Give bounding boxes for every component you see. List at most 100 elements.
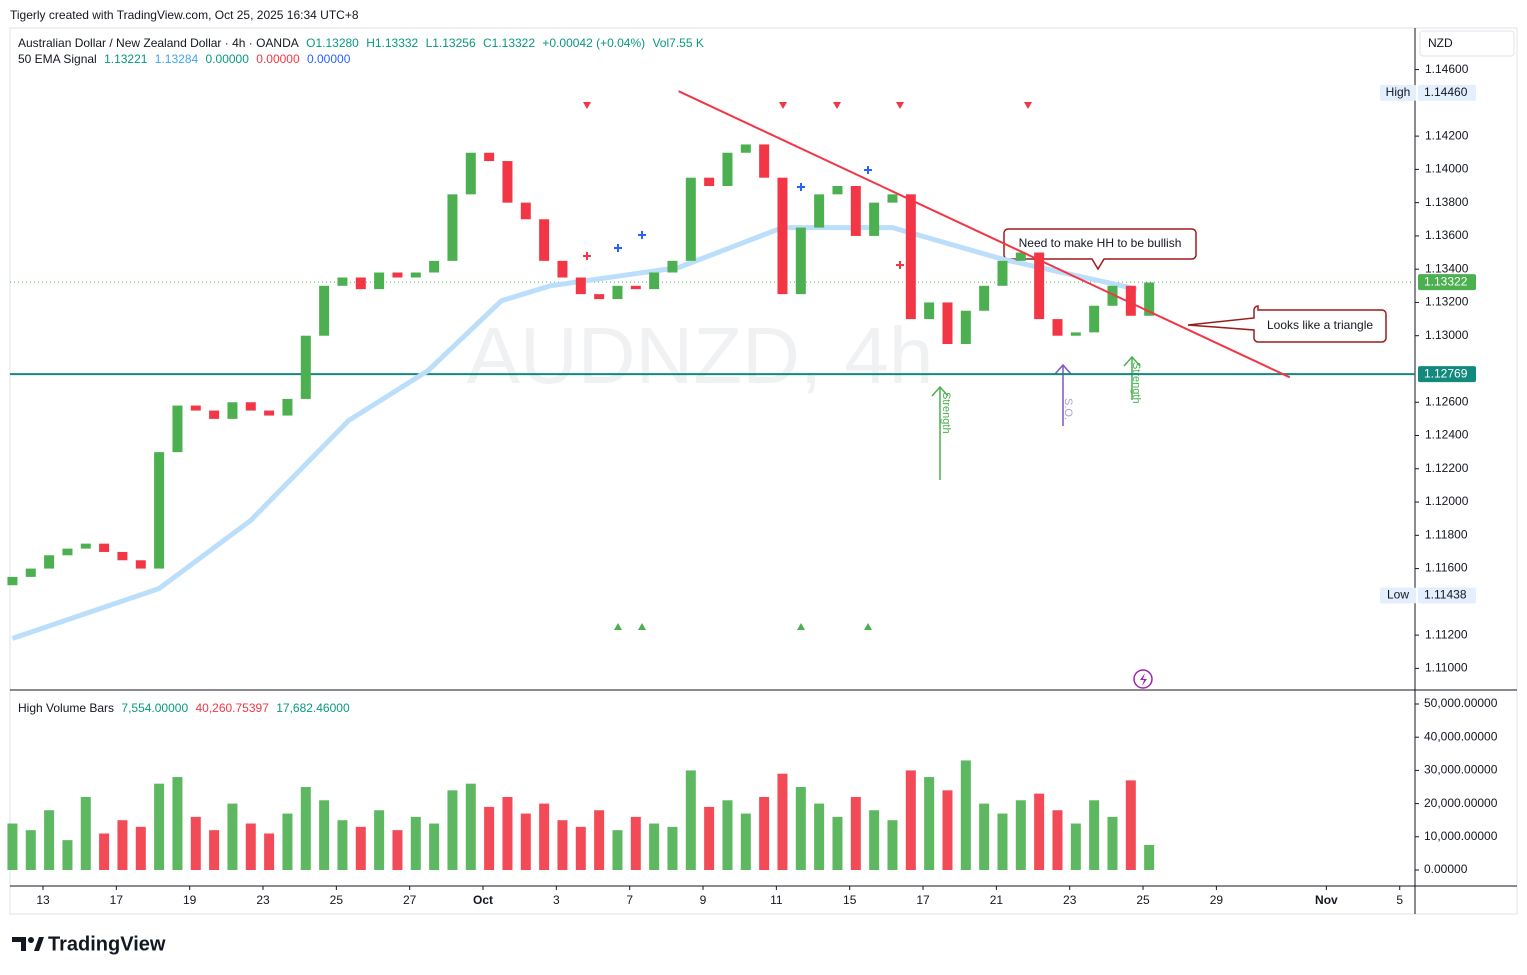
volume-bar bbox=[1089, 800, 1100, 871]
volume-bar bbox=[795, 787, 806, 871]
volume-bar bbox=[392, 830, 403, 871]
volume-bar bbox=[1015, 800, 1026, 871]
volume-value: 40,260.75397 bbox=[195, 701, 269, 715]
candle bbox=[960, 310, 971, 345]
candle-body bbox=[557, 260, 568, 278]
x-tick-label: 17 bbox=[110, 893, 124, 907]
y-tick-label: 1.13200 bbox=[1425, 295, 1469, 309]
volume-bar bbox=[942, 790, 953, 871]
y-tick-label: 40,000.00000 bbox=[1424, 729, 1498, 743]
candle-body bbox=[429, 260, 440, 273]
candle-body bbox=[1052, 319, 1063, 336]
candle-body bbox=[520, 202, 531, 220]
candle-body bbox=[355, 277, 366, 290]
x-tick-label: 23 bbox=[256, 893, 270, 907]
candle-body bbox=[44, 555, 55, 569]
candle-body bbox=[942, 302, 953, 345]
volume-bar bbox=[245, 823, 256, 871]
last-price-box bbox=[1418, 274, 1476, 291]
candle-body bbox=[1015, 252, 1026, 261]
x-tick-label: 19 bbox=[183, 893, 197, 907]
volume-bar bbox=[722, 800, 733, 871]
candle bbox=[245, 402, 256, 411]
so-arrow bbox=[1054, 363, 1072, 426]
y-tick-label: 50,000.00000 bbox=[1424, 696, 1498, 710]
annotation: Strength bbox=[1130, 362, 1142, 404]
level-label: 1.12769 bbox=[1424, 366, 1468, 380]
candle-body bbox=[337, 277, 348, 286]
candle bbox=[337, 277, 348, 286]
candle bbox=[520, 202, 531, 220]
currency-box[interactable] bbox=[1419, 30, 1515, 57]
indicator-value: 1.13221 bbox=[104, 52, 148, 66]
candle-body bbox=[502, 161, 513, 203]
candle bbox=[630, 285, 641, 290]
volume-bar bbox=[667, 826, 678, 871]
x-tick-label: 21 bbox=[990, 893, 1004, 907]
y-tick-label: 1.11000 bbox=[1425, 661, 1468, 675]
volume-bar bbox=[960, 760, 971, 871]
volume-bar bbox=[612, 830, 623, 871]
x-tick-label: 29 bbox=[1210, 893, 1224, 907]
last-price-label: 1.13322 bbox=[1424, 274, 1468, 288]
candle bbox=[7, 576, 18, 586]
candle bbox=[942, 302, 953, 345]
volume-bar bbox=[99, 833, 110, 871]
volume-bar bbox=[374, 810, 385, 871]
y-tick-label: 1.14000 bbox=[1425, 162, 1469, 176]
candle bbox=[429, 260, 440, 273]
y-tick-label: 20,000.00000 bbox=[1424, 796, 1498, 810]
candle-body bbox=[1144, 282, 1155, 316]
volume-bar bbox=[1070, 823, 1081, 871]
candle bbox=[80, 543, 91, 549]
volume-bar bbox=[1107, 816, 1118, 871]
low-name: Low bbox=[1387, 588, 1409, 602]
y-tick-label: 1.14600 bbox=[1425, 62, 1469, 76]
x-tick-label: 25 bbox=[330, 893, 344, 907]
candle bbox=[667, 260, 678, 273]
y-tick-label: 0.00000 bbox=[1424, 862, 1468, 876]
volume-bar bbox=[1125, 780, 1136, 871]
volume-bar bbox=[814, 803, 825, 871]
volume-bar bbox=[282, 813, 293, 871]
candle-body bbox=[465, 152, 476, 195]
volume-bar bbox=[337, 820, 348, 871]
y-tick-label: 1.11200 bbox=[1425, 627, 1468, 641]
candle-body bbox=[685, 177, 696, 261]
ohlc: L1.13256 bbox=[425, 36, 476, 50]
candle-body bbox=[722, 152, 733, 187]
candle bbox=[887, 194, 898, 203]
ohlc: O1.13280 bbox=[306, 36, 359, 50]
candle-body bbox=[997, 260, 1008, 286]
volume-bar bbox=[1034, 793, 1045, 871]
candle bbox=[869, 202, 880, 236]
candle-body bbox=[979, 285, 990, 311]
candle-body bbox=[154, 452, 165, 569]
footer-brand: TradingView bbox=[48, 933, 166, 955]
candle bbox=[355, 277, 366, 290]
volume-bar bbox=[502, 796, 513, 871]
candle-body bbox=[795, 227, 806, 295]
high-name-box bbox=[1380, 84, 1416, 101]
candle-body bbox=[704, 177, 715, 187]
y-tick-label: 1.13800 bbox=[1425, 195, 1469, 209]
high-box bbox=[1418, 84, 1476, 101]
alert-icon[interactable] bbox=[1133, 669, 1153, 689]
candle-body bbox=[300, 335, 311, 399]
candle-body bbox=[245, 402, 256, 411]
watermark: AUDNZD, 4h bbox=[467, 311, 934, 400]
frame bbox=[9, 27, 1518, 915]
low-label: 1.11438 bbox=[1424, 588, 1467, 602]
y-tick-label: 1.13600 bbox=[1425, 228, 1469, 242]
candle-body bbox=[832, 186, 843, 195]
y-tick-label: 1.12600 bbox=[1425, 394, 1469, 408]
candle bbox=[135, 560, 146, 569]
candle-body bbox=[99, 543, 110, 552]
candle-body bbox=[1070, 332, 1081, 336]
candle-body bbox=[80, 543, 91, 549]
x-tick-label: 11 bbox=[770, 893, 783, 907]
volume-bar bbox=[575, 826, 586, 871]
candle bbox=[850, 186, 861, 236]
